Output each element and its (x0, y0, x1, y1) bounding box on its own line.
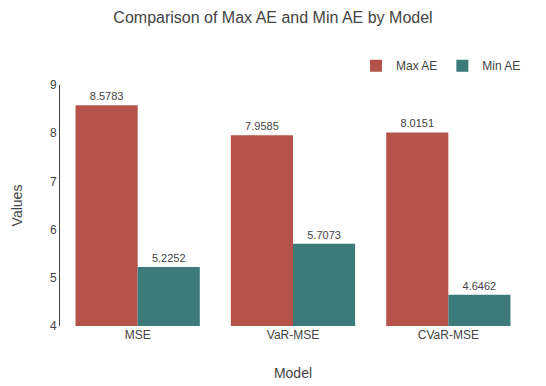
svg-text:5.7073: 5.7073 (307, 229, 341, 241)
svg-text:9: 9 (50, 78, 57, 92)
svg-text:Values: Values (9, 185, 25, 227)
svg-text:VaR-MSE: VaR-MSE (267, 328, 319, 342)
svg-text:5.2252: 5.2252 (152, 252, 186, 264)
svg-text:5: 5 (50, 271, 57, 285)
svg-text:7.9585: 7.9585 (245, 120, 279, 132)
svg-text:Model: Model (274, 365, 312, 381)
svg-text:4.6462: 4.6462 (463, 280, 497, 292)
svg-text:Comparison of Max AE and Min A: Comparison of Max AE and Min AE by Model (113, 9, 432, 26)
svg-text:Max AE: Max AE (396, 59, 437, 73)
svg-text:8: 8 (50, 126, 57, 140)
svg-text:8.0151: 8.0151 (400, 117, 434, 129)
svg-text:8.5783: 8.5783 (90, 90, 124, 102)
svg-text:6: 6 (50, 223, 57, 237)
svg-text:CVaR-MSE: CVaR-MSE (418, 328, 479, 342)
svg-text:7: 7 (50, 175, 57, 189)
svg-text:4: 4 (50, 319, 57, 333)
svg-text:MSE: MSE (125, 328, 151, 342)
svg-text:Min AE: Min AE (482, 59, 520, 73)
